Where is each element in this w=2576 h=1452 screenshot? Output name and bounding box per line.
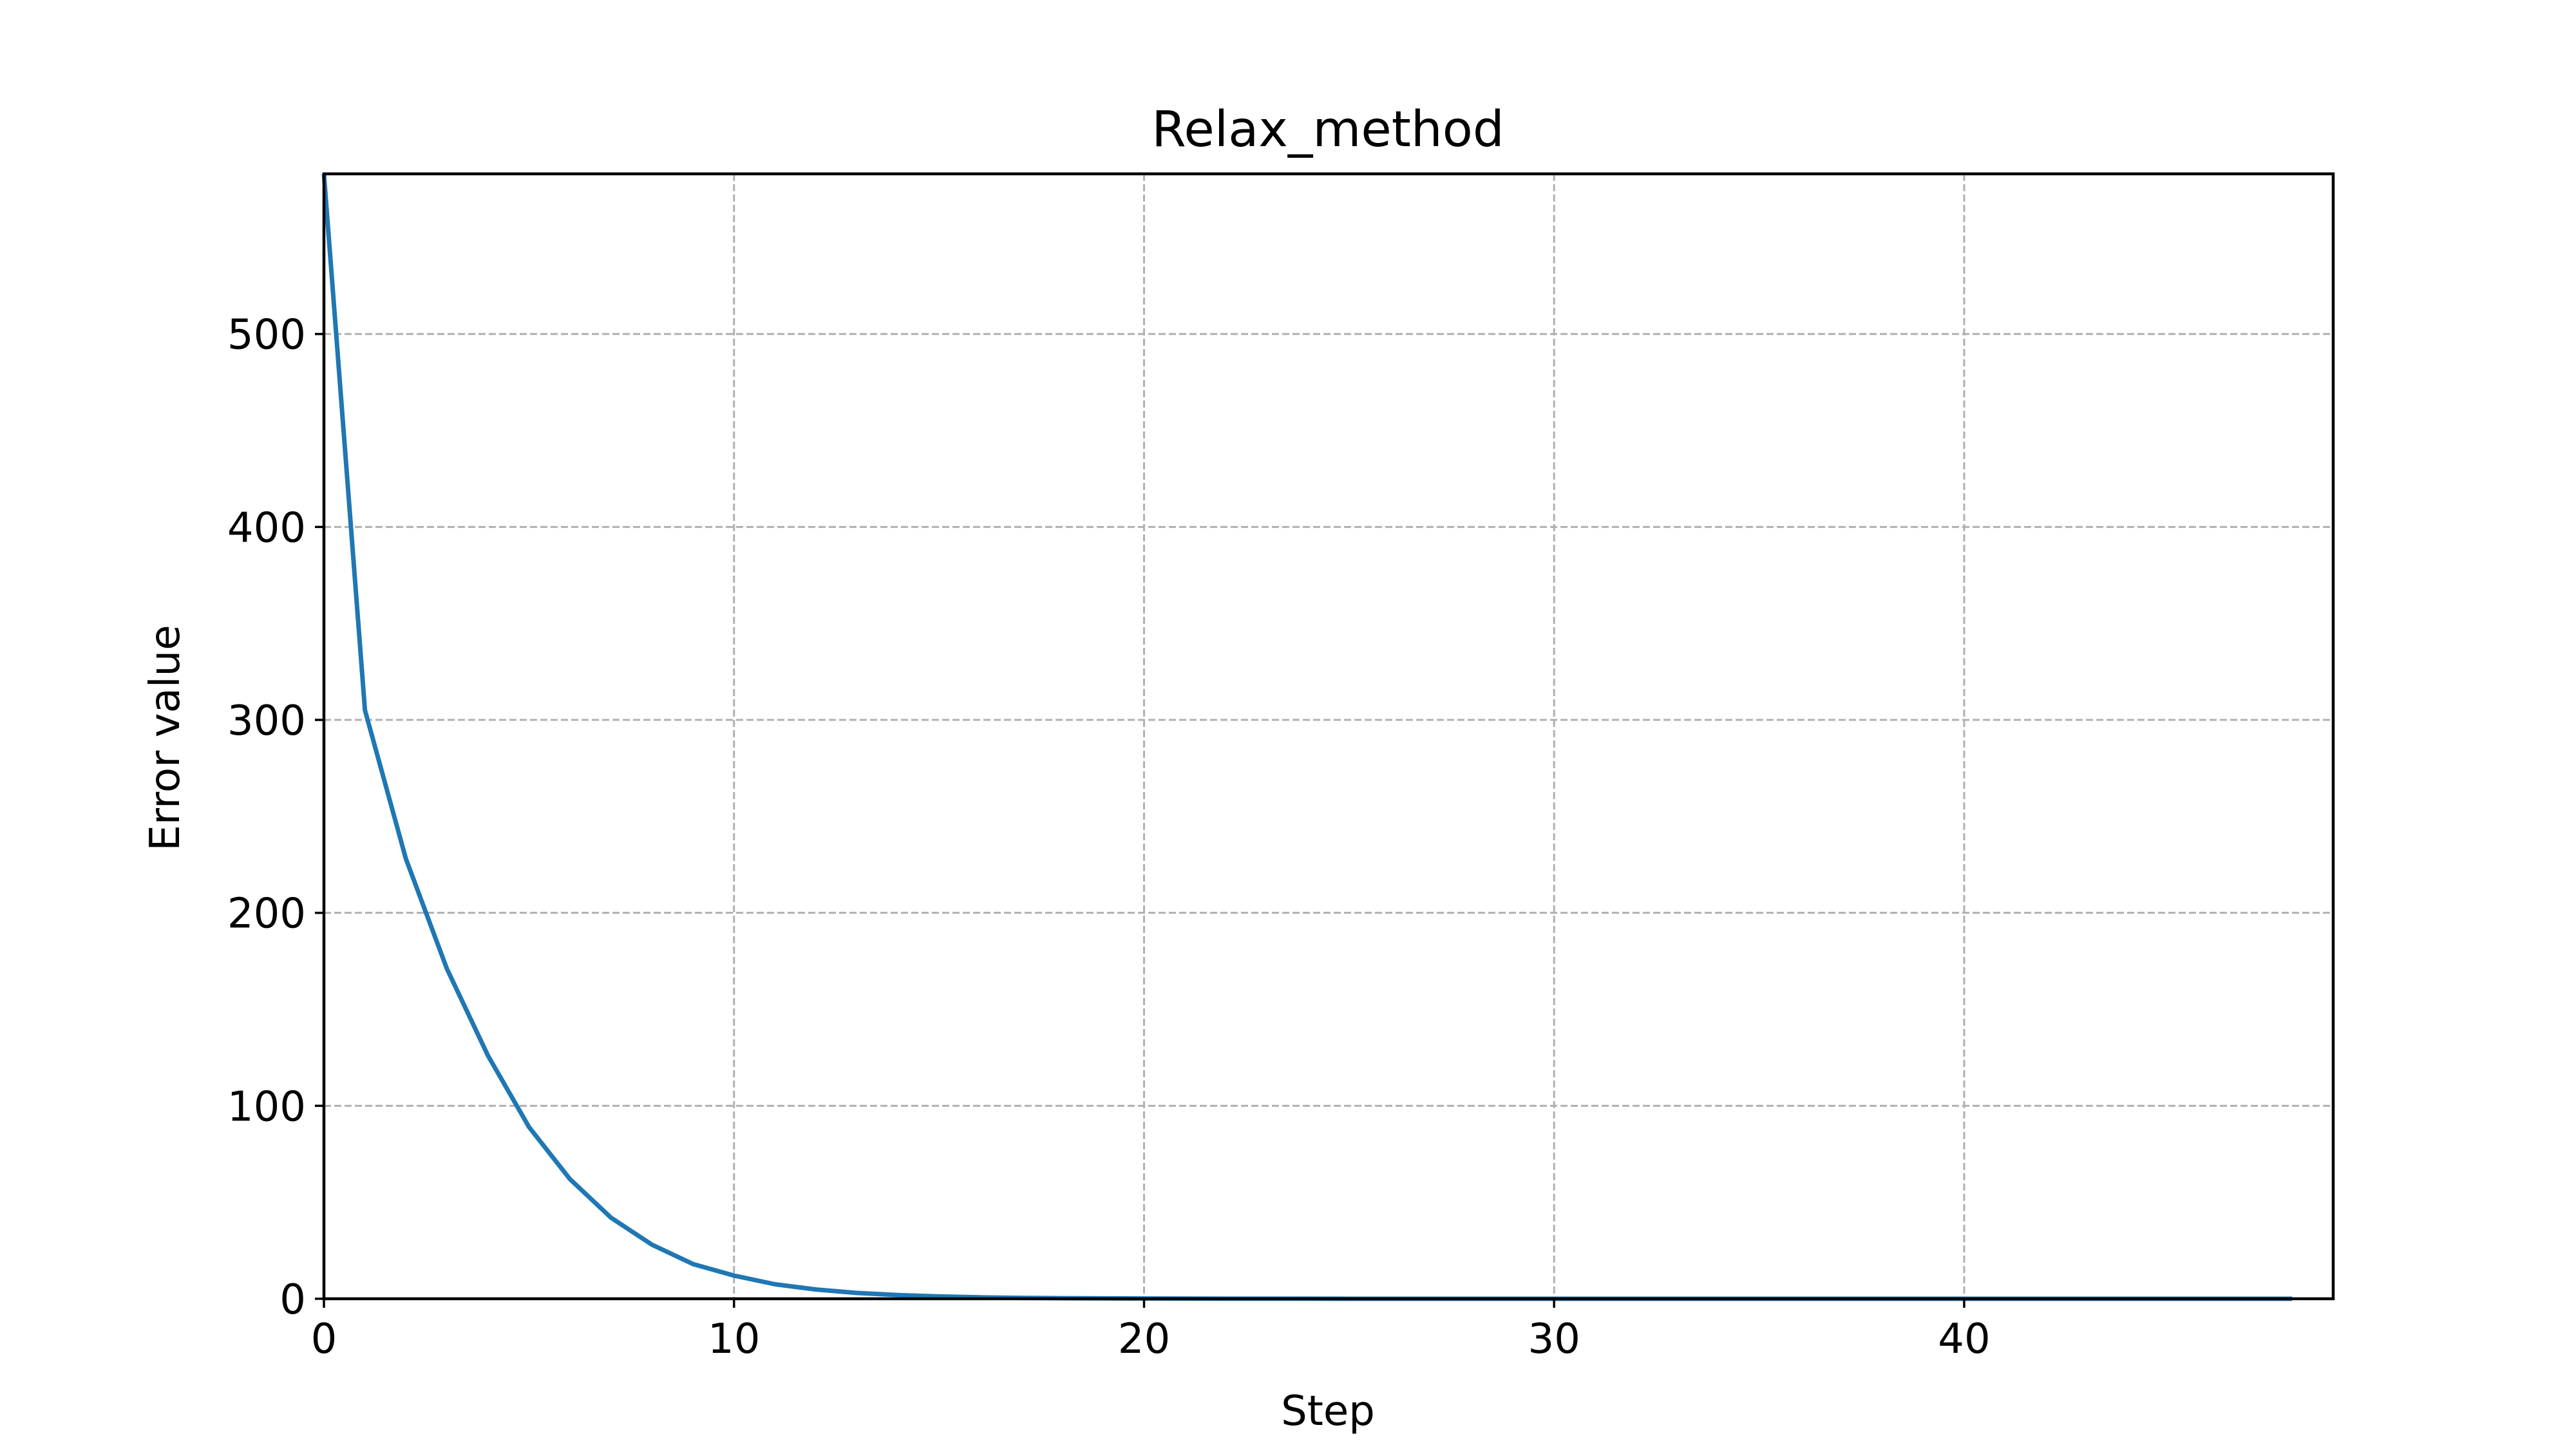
chart-title: Relax_method — [1151, 101, 1504, 158]
y-axis-label: Error value — [142, 625, 189, 851]
y-tick-label: 300 — [227, 697, 306, 745]
y-tick-label: 500 — [227, 312, 306, 359]
x-tick-label: 0 — [311, 1315, 337, 1363]
x-axis-label: Step — [1281, 1388, 1375, 1435]
x-tick-label: 40 — [1938, 1315, 1990, 1363]
y-tick-label: 200 — [227, 891, 306, 938]
y-tick-label: 0 — [279, 1276, 306, 1324]
y-tick-label: 400 — [227, 504, 306, 552]
x-tick-label: 20 — [1118, 1315, 1170, 1363]
x-tick-label: 10 — [708, 1315, 760, 1363]
x-tick-label: 30 — [1528, 1315, 1580, 1363]
y-tick-label: 100 — [227, 1083, 306, 1131]
